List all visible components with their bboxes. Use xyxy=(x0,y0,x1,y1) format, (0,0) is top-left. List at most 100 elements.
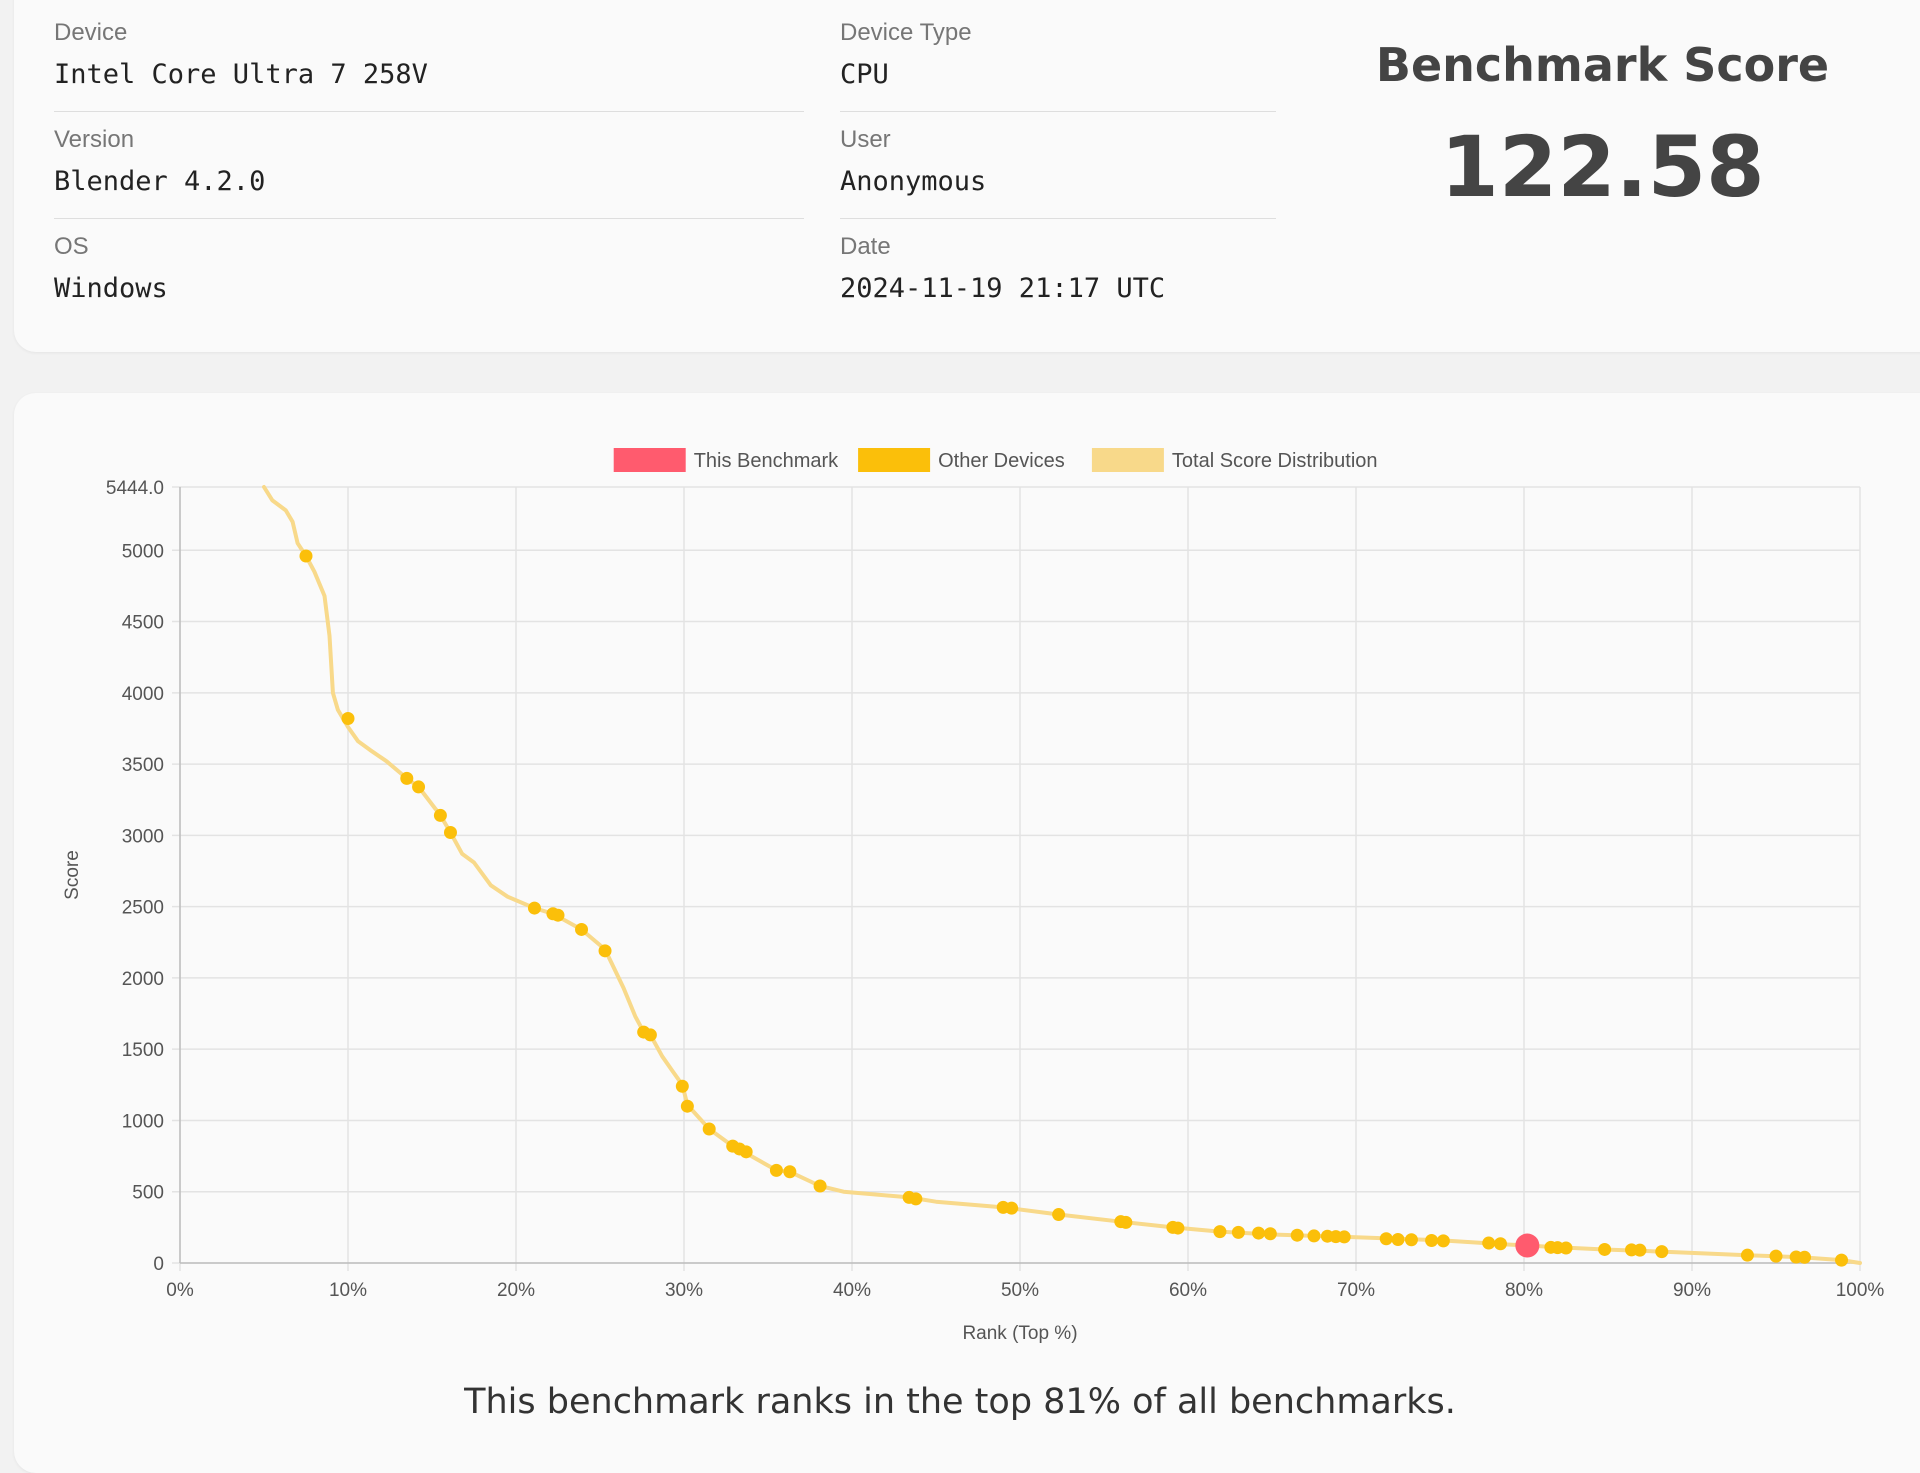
other-device-point[interactable] xyxy=(1740,1248,1754,1262)
rank-summary-text: This benchmark ranks in the top 81% of a… xyxy=(464,1382,1456,1422)
y-tick-label: 4000 xyxy=(122,684,164,705)
divider xyxy=(54,218,804,219)
other-device-point[interactable] xyxy=(1835,1253,1849,1267)
legend-label: Other Devices xyxy=(938,450,1065,472)
user-value: Anonymous xyxy=(840,166,987,197)
other-device-point[interactable] xyxy=(769,1163,783,1177)
rank-chart: 0% 10% 20% 30% 40% 50% 60% 70% 80% 90% 100% 0 500 100… xyxy=(62,448,1885,1344)
device-label: Device xyxy=(54,19,128,46)
date-label: Date xyxy=(840,233,891,260)
x-tick-label: 60% xyxy=(1169,1280,1207,1301)
y-axis-title: Score xyxy=(62,850,83,900)
device-type-field: Device Type CPU xyxy=(840,18,972,92)
other-device-point[interactable] xyxy=(1655,1245,1669,1259)
other-device-point[interactable] xyxy=(1404,1233,1418,1247)
x-axis-title: Rank (Top %) xyxy=(962,1323,1077,1344)
other-device-point[interactable] xyxy=(1798,1250,1812,1264)
other-device-point[interactable] xyxy=(813,1179,827,1193)
legend-label: This Benchmark xyxy=(694,450,839,472)
other-device-point[interactable] xyxy=(1307,1229,1321,1243)
legend-swatch xyxy=(858,448,931,472)
legend-label: Total Score Distribution xyxy=(1172,450,1378,472)
other-device-point[interactable] xyxy=(1482,1236,1496,1250)
other-device-point[interactable] xyxy=(1213,1225,1227,1239)
chart-card xyxy=(14,393,1920,1473)
x-tick-label: 100% xyxy=(1836,1280,1885,1301)
device-type-value: CPU xyxy=(840,59,889,90)
benchmark-score-value: 122.58 xyxy=(1440,118,1765,216)
x-tick-label: 30% xyxy=(665,1280,703,1301)
chart-legend: This Benchmark Other Devices Total Score D… xyxy=(613,448,1378,472)
date-value: 2024-11-19 21:17 UTC xyxy=(840,273,1166,304)
x-tick-label: 10% xyxy=(329,1280,367,1301)
x-tick-label: 40% xyxy=(833,1280,871,1301)
y-tick-label: 5444.0 xyxy=(106,478,164,499)
chart-grid xyxy=(172,486,1861,1271)
chart-series xyxy=(262,485,1862,1267)
other-device-point[interactable] xyxy=(680,1099,694,1113)
y-tick-label: 0 xyxy=(153,1254,164,1275)
user-field: User Anonymous xyxy=(840,125,986,199)
os-value: Windows xyxy=(54,273,168,304)
divider xyxy=(840,218,1276,219)
os-label: OS xyxy=(54,233,89,260)
this-benchmark-point[interactable] xyxy=(1515,1233,1540,1258)
other-device-point[interactable] xyxy=(400,771,414,785)
y-tick-label: 1000 xyxy=(122,1111,164,1132)
divider xyxy=(54,111,804,112)
other-device-point[interactable] xyxy=(1263,1227,1277,1241)
chart-axes: 0% 10% 20% 30% 40% 50% 60% 70% 80% 90% 100% 0 500 100… xyxy=(106,478,1885,1301)
x-tick-label: 20% xyxy=(497,1280,535,1301)
y-tick-label: 2500 xyxy=(122,898,164,919)
other-device-point[interactable] xyxy=(299,549,313,563)
x-tick-label: 90% xyxy=(1673,1280,1711,1301)
other-device-point[interactable] xyxy=(1171,1221,1185,1235)
other-device-point[interactable] xyxy=(1436,1234,1450,1248)
other-device-point[interactable] xyxy=(643,1028,657,1042)
x-tick-label: 0% xyxy=(166,1280,194,1301)
y-tick-label: 4500 xyxy=(122,613,164,634)
other-device-point[interactable] xyxy=(909,1192,923,1206)
other-device-point[interactable] xyxy=(598,944,612,958)
other-device-point[interactable] xyxy=(1598,1242,1612,1256)
other-device-point[interactable] xyxy=(1425,1233,1439,1247)
x-tick-label: 50% xyxy=(1001,1280,1039,1301)
other-device-point[interactable] xyxy=(412,780,426,794)
divider xyxy=(840,111,1276,112)
other-device-point[interactable] xyxy=(1231,1225,1245,1239)
other-device-point[interactable] xyxy=(1119,1215,1133,1229)
other-device-point[interactable] xyxy=(1290,1228,1304,1242)
x-tick-label: 80% xyxy=(1505,1280,1543,1301)
other-device-point[interactable] xyxy=(527,901,541,915)
y-tick-label: 1500 xyxy=(122,1040,164,1061)
other-device-point[interactable] xyxy=(1633,1243,1647,1257)
other-device-point[interactable] xyxy=(433,808,447,822)
other-device-point[interactable] xyxy=(1493,1237,1507,1251)
benchmark-score-title: Benchmark Score xyxy=(1375,38,1830,92)
other-device-point[interactable] xyxy=(575,922,589,936)
other-device-point[interactable] xyxy=(341,711,355,725)
y-tick-label: 5000 xyxy=(122,541,164,562)
y-tick-label: 500 xyxy=(132,1183,164,1204)
y-tick-label: 3500 xyxy=(122,755,164,776)
other-device-point[interactable] xyxy=(702,1122,716,1136)
other-device-point[interactable] xyxy=(443,826,457,840)
legend-swatch xyxy=(613,448,686,472)
y-tick-label: 2000 xyxy=(122,969,164,990)
y-tick-label: 3000 xyxy=(122,826,164,847)
version-field: Version Blender 4.2.0 xyxy=(54,125,265,199)
other-device-point[interactable] xyxy=(1379,1232,1393,1246)
other-device-point[interactable] xyxy=(1252,1226,1266,1240)
other-device-point[interactable] xyxy=(551,908,565,922)
other-device-point[interactable] xyxy=(1052,1208,1066,1222)
x-tick-label: 70% xyxy=(1337,1280,1375,1301)
other-device-point[interactable] xyxy=(783,1165,797,1179)
other-device-point[interactable] xyxy=(1559,1241,1573,1255)
other-device-point[interactable] xyxy=(1769,1249,1783,1263)
other-device-point[interactable] xyxy=(739,1145,753,1159)
other-device-point[interactable] xyxy=(1005,1201,1019,1215)
other-device-point[interactable] xyxy=(1391,1232,1405,1246)
info-card: Device Intel Core Ultra 7 258V Version B… xyxy=(14,0,1920,352)
other-device-point[interactable] xyxy=(1337,1230,1351,1244)
other-device-point[interactable] xyxy=(675,1079,689,1093)
